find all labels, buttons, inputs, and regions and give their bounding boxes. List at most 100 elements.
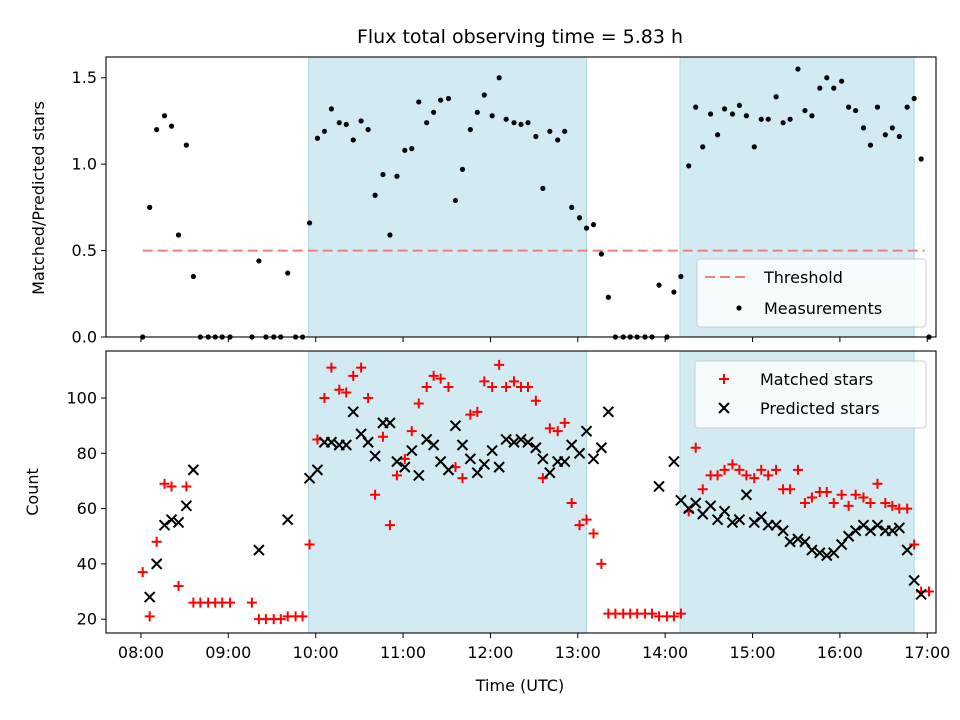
matched-point xyxy=(494,359,505,370)
legend-matched-label: Matched stars xyxy=(760,370,873,389)
matched-point xyxy=(435,373,446,384)
measurement-point xyxy=(605,294,611,300)
measurement-point xyxy=(817,85,823,91)
measurement-point xyxy=(459,166,466,172)
matched-point xyxy=(697,484,708,495)
matched-point xyxy=(319,393,330,403)
matched-point xyxy=(457,473,468,484)
measurement-point xyxy=(416,99,422,105)
y-tick-label: 80 xyxy=(77,444,97,463)
measurement-point xyxy=(802,107,808,114)
y-axis-label-top: Matched/Predicted stars xyxy=(29,101,48,295)
x-tick-label: 13:00 xyxy=(555,643,601,662)
matched-point xyxy=(719,464,730,475)
y-tick-label: 0.0 xyxy=(72,328,97,347)
matched-point xyxy=(771,464,782,475)
measurement-point xyxy=(511,120,517,126)
predicted-point xyxy=(886,524,899,537)
predicted-point xyxy=(558,455,571,468)
measurement-point xyxy=(671,289,677,295)
matched-point xyxy=(544,423,555,434)
measurement-point xyxy=(831,85,837,91)
predicted-point xyxy=(893,522,906,534)
predicted-point xyxy=(668,455,680,468)
matched-point xyxy=(151,536,162,547)
legend-matched-swatch xyxy=(719,374,729,384)
matched-point xyxy=(828,498,839,509)
matched-point xyxy=(391,470,402,481)
predicted-point xyxy=(814,547,826,559)
measurement-point xyxy=(175,232,182,238)
matched-point xyxy=(297,611,308,622)
predicted-point xyxy=(740,489,753,501)
axes-frame xyxy=(105,56,937,338)
measurement-point xyxy=(773,94,779,100)
predicted-point xyxy=(515,433,527,446)
measurement-point xyxy=(700,144,706,150)
measurement-point xyxy=(474,109,480,115)
predicted-point xyxy=(406,444,418,457)
measurement-point xyxy=(402,147,408,153)
predicted-point xyxy=(704,500,717,512)
matched-point xyxy=(872,478,883,489)
predicted-point xyxy=(172,516,185,529)
predicted-point xyxy=(653,480,665,493)
legend: Threshold Measurements xyxy=(696,258,927,328)
predicted-point xyxy=(508,436,520,448)
measurement-point xyxy=(190,273,196,280)
predicted-point xyxy=(340,439,352,451)
measurement-point xyxy=(824,75,830,81)
measurement-point xyxy=(853,107,859,114)
matched-point xyxy=(356,362,367,373)
legend-box xyxy=(694,360,927,429)
matched-point xyxy=(144,611,155,622)
y-tick-label: 1.5 xyxy=(72,68,97,87)
measurement-point xyxy=(751,144,757,150)
predicted-point xyxy=(478,458,491,471)
measurement-point xyxy=(489,113,495,119)
measurement-point xyxy=(154,126,160,133)
predicted-point xyxy=(901,544,913,556)
matched-point xyxy=(181,481,192,492)
measurement-point xyxy=(562,128,568,134)
predicted-point xyxy=(464,453,477,465)
predicted-point xyxy=(595,442,608,454)
predicted-point xyxy=(493,461,505,473)
measurement-point xyxy=(481,92,487,98)
matched-point xyxy=(647,608,658,619)
predicted-point xyxy=(442,464,455,476)
predicted-point xyxy=(733,513,746,526)
matched-point xyxy=(225,597,236,608)
matched-point xyxy=(712,470,723,481)
measurement-point xyxy=(438,97,444,103)
matched-point xyxy=(924,586,935,597)
chart-title: Flux total observing time = 5.83 h xyxy=(357,26,683,48)
measurement-point xyxy=(743,113,750,119)
matched-point xyxy=(596,558,607,569)
predicted-point xyxy=(180,500,193,512)
measurement-point xyxy=(882,132,888,138)
measurement-point xyxy=(795,66,801,72)
legend-predicted-label: Predicted stars xyxy=(760,399,880,418)
measurement-point xyxy=(540,185,546,191)
predicted-point xyxy=(871,519,884,531)
predicted-point xyxy=(187,464,200,476)
matched-point xyxy=(799,498,810,509)
matched-point xyxy=(668,611,679,622)
matched-point xyxy=(509,376,520,387)
measurement-point xyxy=(547,128,553,134)
measurement-point xyxy=(424,120,430,126)
measurement-point xyxy=(445,95,452,102)
predicted-point xyxy=(770,519,782,531)
matched-point xyxy=(675,608,686,619)
measurement-point xyxy=(758,116,764,122)
predicted-point xyxy=(792,533,804,545)
measurement-point xyxy=(409,146,415,152)
measurement-point xyxy=(678,273,684,280)
predicted-point xyxy=(456,439,469,451)
predicted-point xyxy=(544,466,556,479)
measurement-point xyxy=(839,78,845,84)
measurement-point xyxy=(583,225,590,231)
matched-point xyxy=(727,459,738,470)
predicted-point xyxy=(143,591,156,603)
